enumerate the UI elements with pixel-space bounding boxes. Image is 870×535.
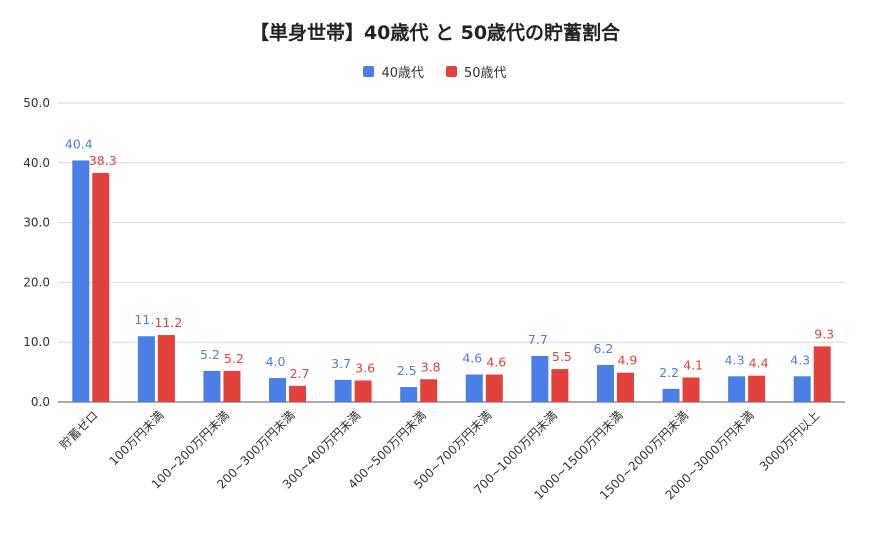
bar[interactable] bbox=[354, 380, 372, 402]
bar[interactable] bbox=[551, 369, 569, 402]
bar[interactable] bbox=[157, 335, 175, 402]
data-label: 4.0 bbox=[266, 354, 286, 369]
legend: 40歳代 50歳代 bbox=[0, 62, 870, 81]
bar[interactable] bbox=[137, 336, 155, 402]
bar[interactable] bbox=[596, 364, 614, 402]
data-label: 3.6 bbox=[355, 360, 375, 375]
data-label: 4.6 bbox=[486, 354, 506, 369]
y-tick-label: 50.0 bbox=[23, 96, 50, 110]
data-label: 4.9 bbox=[618, 353, 638, 368]
legend-item-40s[interactable]: 40歳代 bbox=[363, 62, 424, 81]
bar[interactable] bbox=[793, 376, 811, 402]
x-tick-label: 3000万円以上 bbox=[757, 408, 822, 473]
legend-label-50s: 50歳代 bbox=[464, 66, 507, 81]
bar[interactable] bbox=[531, 355, 549, 402]
bar[interactable] bbox=[223, 370, 241, 402]
data-label: 5.2 bbox=[200, 347, 220, 362]
bar[interactable] bbox=[92, 172, 110, 402]
bar[interactable] bbox=[662, 388, 680, 402]
y-tick-label: 20.0 bbox=[23, 275, 50, 289]
data-label: 4.6 bbox=[462, 350, 482, 365]
legend-item-50s[interactable]: 50歳代 bbox=[446, 62, 507, 81]
y-tick-label: 10.0 bbox=[23, 335, 50, 349]
data-label: 4.3 bbox=[725, 352, 745, 367]
data-label: 2.5 bbox=[397, 363, 417, 378]
data-label: 9.3 bbox=[814, 326, 834, 341]
data-label: 7.7 bbox=[528, 332, 548, 347]
bar[interactable] bbox=[728, 376, 746, 402]
bar[interactable] bbox=[616, 372, 634, 402]
x-tick-label: 100万円未満 bbox=[106, 408, 166, 468]
y-tick-label: 30.0 bbox=[23, 216, 50, 230]
data-label: 6.2 bbox=[594, 341, 614, 356]
legend-swatch-50s bbox=[446, 66, 457, 77]
data-label: 2.7 bbox=[290, 366, 310, 381]
bar[interactable] bbox=[289, 385, 307, 402]
legend-swatch-40s bbox=[363, 66, 375, 77]
data-label: 38.3 bbox=[89, 153, 117, 168]
data-label: 4.4 bbox=[749, 356, 769, 371]
y-tick-label: 0.0 bbox=[31, 395, 50, 409]
data-label: 11. bbox=[134, 312, 154, 327]
data-label: 3.7 bbox=[331, 356, 351, 371]
data-label: 4.3 bbox=[790, 352, 810, 367]
data-label: 5.2 bbox=[224, 351, 244, 366]
data-label: 11.2 bbox=[154, 315, 182, 330]
bar[interactable] bbox=[748, 375, 766, 402]
bar[interactable] bbox=[813, 346, 831, 402]
bar[interactable] bbox=[269, 378, 287, 402]
bar[interactable] bbox=[203, 370, 221, 402]
x-tick-label: 貯蓄ゼロ bbox=[57, 408, 101, 452]
data-label: 5.5 bbox=[552, 349, 572, 364]
bar[interactable] bbox=[72, 160, 90, 402]
bar[interactable] bbox=[420, 379, 438, 402]
bar[interactable] bbox=[334, 379, 352, 402]
bar[interactable] bbox=[400, 387, 418, 402]
bar[interactable] bbox=[465, 374, 483, 402]
data-label: 3.8 bbox=[421, 359, 441, 374]
data-label: 40.4 bbox=[65, 136, 93, 151]
data-label: 2.2 bbox=[659, 365, 679, 380]
bar[interactable] bbox=[682, 377, 700, 402]
data-label: 4.1 bbox=[683, 357, 703, 372]
legend-label-40s: 40歳代 bbox=[381, 66, 424, 81]
bar[interactable] bbox=[485, 374, 503, 402]
chart-title: 【単身世帯】40歳代 と 50歳代の貯蓄割合 bbox=[249, 22, 621, 44]
y-tick-label: 40.0 bbox=[23, 156, 50, 170]
